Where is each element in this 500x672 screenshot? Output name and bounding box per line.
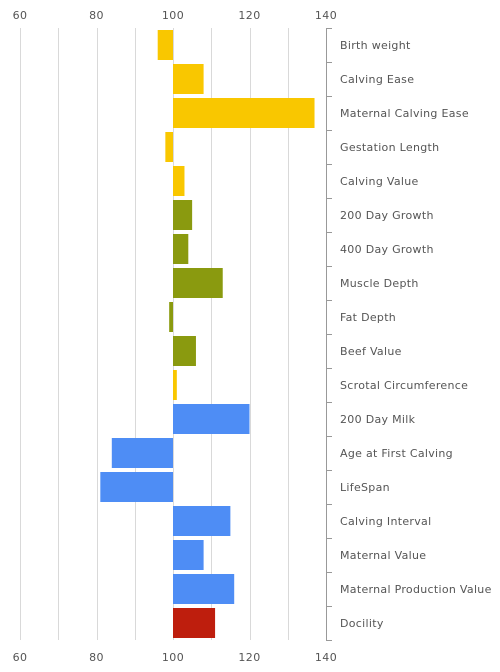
bar: [173, 608, 216, 638]
top-tick-label: 120: [238, 9, 260, 22]
bar: [157, 30, 173, 60]
top-tick-label: 60: [13, 9, 28, 22]
bar: [165, 132, 173, 162]
category-label: Birth weight: [340, 39, 411, 52]
bar: [173, 574, 235, 604]
bottom-tick-label: 60: [13, 651, 28, 664]
top-tick-label: 140: [315, 9, 337, 22]
bar: [169, 302, 173, 332]
bar: [173, 336, 196, 366]
bar: [173, 268, 223, 298]
category-label: Calving Ease: [340, 73, 414, 86]
bar: [173, 64, 204, 94]
bar: [173, 540, 204, 570]
category-label: 200 Day Milk: [340, 413, 416, 426]
bottom-tick-label: 80: [89, 651, 104, 664]
bar: [173, 166, 185, 196]
category-label: 200 Day Growth: [340, 209, 434, 222]
bars: [100, 30, 315, 638]
category-label: Maternal Production Value: [340, 583, 492, 596]
category-label: Beef Value: [340, 345, 402, 358]
category-label: Muscle Depth: [340, 277, 419, 290]
bar: [173, 404, 250, 434]
category-label: Calving Value: [340, 175, 419, 188]
bar: [173, 98, 315, 128]
category-label: Maternal Value: [340, 549, 426, 562]
category-label: Calving Interval: [340, 515, 431, 528]
bar: [173, 234, 189, 264]
category-label: 400 Day Growth: [340, 243, 434, 256]
category-label: Scrotal Circumference: [340, 379, 468, 392]
bar: [173, 370, 177, 400]
category-label: Docility: [340, 617, 384, 630]
category-label: Maternal Calving Ease: [340, 107, 469, 120]
category-label: Gestation Length: [340, 141, 439, 154]
top-x-axis: 60 80 100 120 140: [13, 9, 337, 22]
category-axis: [326, 28, 332, 641]
category-label: Fat Depth: [340, 311, 396, 324]
category-label: Age at First Calving: [340, 447, 453, 460]
bar: [111, 438, 173, 468]
top-tick-label: 100: [162, 9, 184, 22]
category-labels: Birth weight Calving Ease Maternal Calving…: [340, 39, 492, 630]
bottom-tick-label: 140: [315, 651, 337, 664]
bar: [100, 472, 173, 502]
bottom-tick-label: 100: [162, 651, 184, 664]
bar: [173, 200, 193, 230]
category-label: LifeSpan: [340, 481, 390, 494]
bottom-x-axis: 60 80 100 120 140: [13, 651, 337, 664]
bottom-tick-label: 120: [238, 651, 260, 664]
top-tick-label: 80: [89, 9, 104, 22]
bar: [173, 506, 231, 536]
